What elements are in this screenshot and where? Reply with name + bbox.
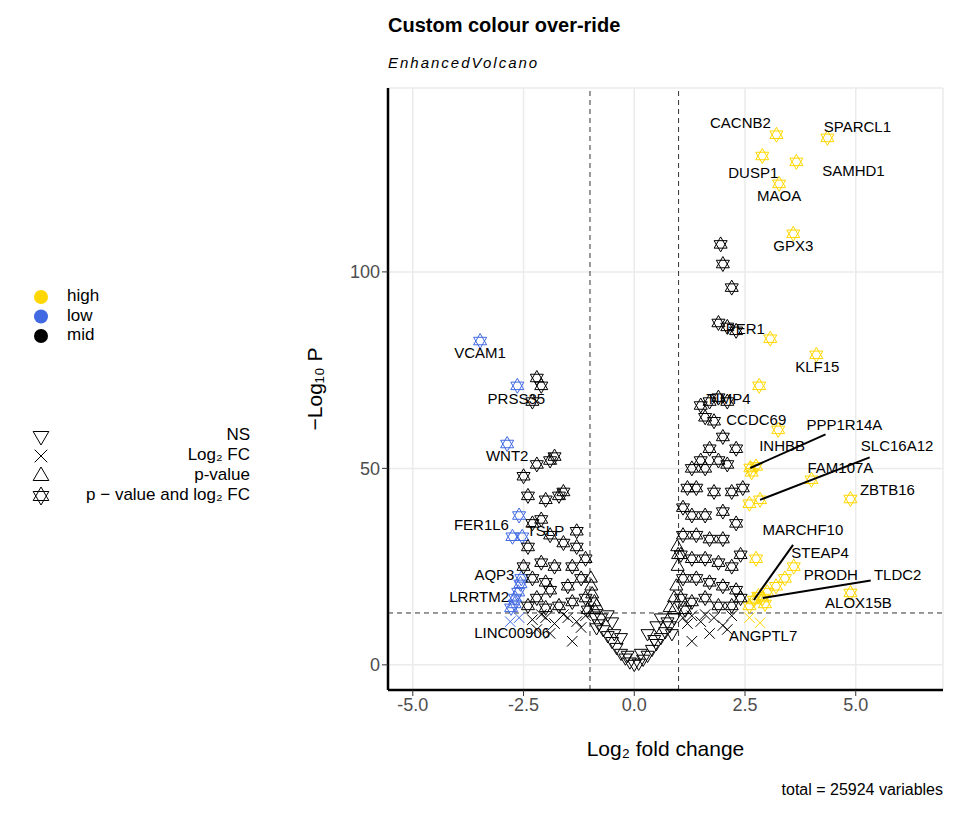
svg-text:PRSS35: PRSS35 bbox=[488, 390, 546, 407]
svg-text:STEAP4: STEAP4 bbox=[791, 544, 849, 561]
svg-text:CACNB2: CACNB2 bbox=[710, 114, 771, 131]
svg-text:EnhancedVolcano: EnhancedVolcano bbox=[388, 54, 539, 71]
svg-text:Custom colour over-ride: Custom colour over-ride bbox=[388, 14, 620, 36]
svg-text:high: high bbox=[67, 286, 99, 305]
svg-text:mid: mid bbox=[67, 325, 94, 344]
svg-text:ALOX15B: ALOX15B bbox=[825, 594, 892, 611]
svg-text:FAM107A: FAM107A bbox=[808, 459, 874, 476]
svg-text:AQP3: AQP3 bbox=[474, 566, 514, 583]
svg-text:TLDC2: TLDC2 bbox=[874, 566, 922, 583]
svg-text:ANGPTL7: ANGPTL7 bbox=[729, 627, 797, 644]
svg-text:WNT2: WNT2 bbox=[486, 447, 529, 464]
svg-text:TSLP: TSLP bbox=[527, 522, 565, 539]
svg-text:-5.0: -5.0 bbox=[397, 695, 428, 715]
svg-text:LINC00906: LINC00906 bbox=[474, 624, 550, 641]
svg-text:0: 0 bbox=[370, 655, 380, 675]
svg-text:TIMP4: TIMP4 bbox=[706, 390, 750, 407]
svg-text:Log₂ fold change: Log₂ fold change bbox=[587, 737, 745, 760]
svg-text:CCDC69: CCDC69 bbox=[726, 411, 786, 428]
svg-text:FER1L6: FER1L6 bbox=[454, 516, 509, 533]
svg-text:PER1: PER1 bbox=[726, 320, 765, 337]
svg-text:-2.5: -2.5 bbox=[508, 695, 539, 715]
svg-text:LRRTM2: LRRTM2 bbox=[449, 588, 509, 605]
svg-text:NS: NS bbox=[226, 425, 250, 444]
svg-text:SPARCL1: SPARCL1 bbox=[824, 118, 891, 135]
svg-text:KLF15: KLF15 bbox=[795, 358, 839, 375]
svg-text:INHBB: INHBB bbox=[759, 437, 805, 454]
svg-text:0.0: 0.0 bbox=[622, 695, 647, 715]
svg-text:GPX3: GPX3 bbox=[773, 237, 813, 254]
svg-text:SLC16A12: SLC16A12 bbox=[861, 437, 934, 454]
svg-text:−Log₁₀ P: −Log₁₀ P bbox=[303, 348, 326, 431]
svg-text:50: 50 bbox=[360, 459, 380, 479]
svg-text:MAOA: MAOA bbox=[757, 187, 801, 204]
svg-text:p-value: p-value bbox=[194, 465, 250, 484]
svg-text:total = 25924 variables: total = 25924 variables bbox=[782, 781, 943, 798]
svg-text:MARCHF10: MARCHF10 bbox=[762, 521, 843, 538]
svg-text:100: 100 bbox=[350, 262, 380, 282]
svg-text:VCAM1: VCAM1 bbox=[454, 344, 506, 361]
svg-text:low: low bbox=[67, 306, 93, 325]
svg-text:PPP1R14A: PPP1R14A bbox=[806, 416, 882, 433]
svg-text:PRODH: PRODH bbox=[804, 566, 858, 583]
svg-text:Log₂ FC: Log₂ FC bbox=[188, 445, 250, 464]
svg-text:DUSP1: DUSP1 bbox=[728, 164, 778, 181]
svg-text:ZBTB16: ZBTB16 bbox=[860, 481, 915, 498]
svg-text:SAMHD1: SAMHD1 bbox=[822, 162, 885, 179]
svg-text:2.5: 2.5 bbox=[732, 695, 757, 715]
svg-text:5.0: 5.0 bbox=[843, 695, 868, 715]
svg-text:p − value and log₂ FC: p − value and log₂ FC bbox=[86, 485, 250, 504]
